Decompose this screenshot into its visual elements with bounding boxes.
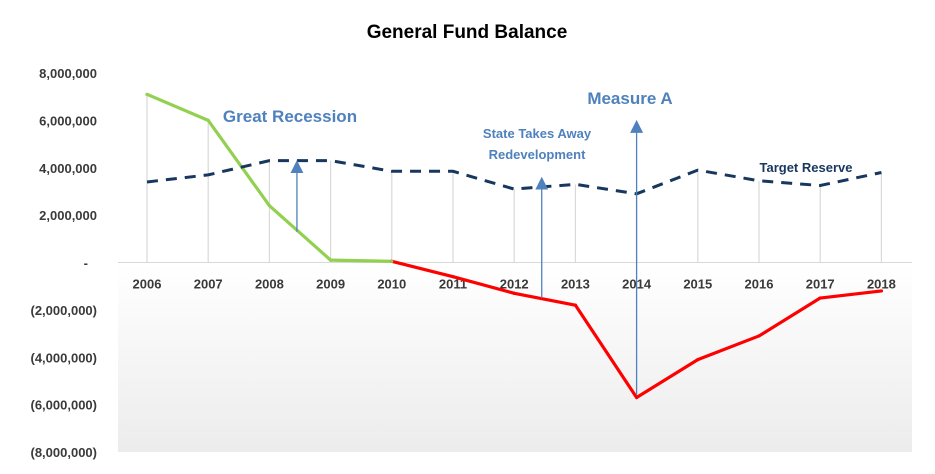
balance-point-2006	[145, 92, 149, 96]
redevelopment-label-line2: Redevelopment	[489, 147, 586, 162]
series-lines	[145, 92, 884, 400]
balance-segment-2009-2010	[329, 258, 394, 263]
balance-segment-2013-2014	[573, 303, 639, 400]
balance-point-2015	[696, 358, 700, 362]
balance-point-2008	[267, 204, 271, 208]
balance-point-2013	[573, 303, 577, 307]
y-tick-label: (4,000,000)	[31, 350, 98, 365]
balance-point-2012	[512, 291, 516, 295]
x-tick-label-2007: 2007	[194, 277, 223, 292]
x-tick-label-2006: 2006	[133, 277, 162, 292]
balance-point-2014	[635, 396, 639, 400]
balance-point-2009	[329, 258, 333, 262]
balance-point-2017	[818, 296, 822, 300]
x-tick-label-2012: 2012	[500, 277, 529, 292]
balance-segment-2010-2011	[390, 259, 455, 279]
y-axis-tick-labels: 8,000,000 6,000,000 4,000,000 2,000,000 - (2,…	[31, 66, 98, 460]
target-reserve-line	[146, 159, 882, 196]
x-tick-label-2016: 2016	[745, 277, 774, 292]
target-reserve-label: Target Reserve	[760, 160, 853, 175]
y-tick-label: (2,000,000)	[31, 303, 98, 318]
x-tick-label-2018: 2018	[867, 277, 896, 292]
chart-title: General Fund Balance	[367, 22, 568, 43]
x-tick-label-2008: 2008	[255, 277, 284, 292]
balance-segment-2016-2017	[757, 296, 822, 338]
balance-point-2011	[451, 275, 455, 279]
x-tick-label-2010: 2010	[377, 277, 406, 292]
balance-segment-2006-2007	[145, 92, 210, 122]
x-tick-label-2017: 2017	[806, 277, 835, 292]
balance-segment-2007-2008	[206, 118, 271, 208]
balance-point-2016	[757, 334, 761, 338]
balance-segment-2008-2009	[267, 204, 333, 262]
balance-segment-2011-2012	[451, 275, 516, 295]
x-tick-label-2009: 2009	[316, 277, 345, 292]
x-tick-label-2013: 2013	[561, 277, 590, 292]
y-tick-label: -	[84, 256, 88, 271]
balance-segment-2012-2013	[512, 291, 578, 307]
balance-segment-2015-2016	[696, 334, 761, 362]
y-tick-label: (8,000,000)	[31, 445, 98, 460]
great-recession-label: Great Recession	[223, 107, 357, 126]
x-tick-label-2015: 2015	[683, 277, 712, 292]
balance-point-2007	[206, 118, 210, 122]
y-tick-label: 8,000,000	[39, 66, 97, 81]
y-tick-label: 6,000,000	[39, 113, 97, 128]
balance-point-2010	[390, 259, 394, 263]
y-tick-label: 4,000,000	[39, 161, 97, 176]
balance-segment-2014-2015	[634, 358, 700, 400]
y-tick-label: (6,000,000)	[31, 398, 98, 413]
redevelopment-label-line1: State Takes Away	[483, 126, 592, 141]
balance-segment-2017-2018	[818, 289, 884, 300]
y-tick-label: 2,000,000	[39, 208, 97, 223]
balance-point-2018	[879, 289, 883, 293]
measure-a-label: Measure A	[587, 89, 672, 108]
annotations: Great Recession State Takes Away Redevelop…	[223, 89, 853, 396]
